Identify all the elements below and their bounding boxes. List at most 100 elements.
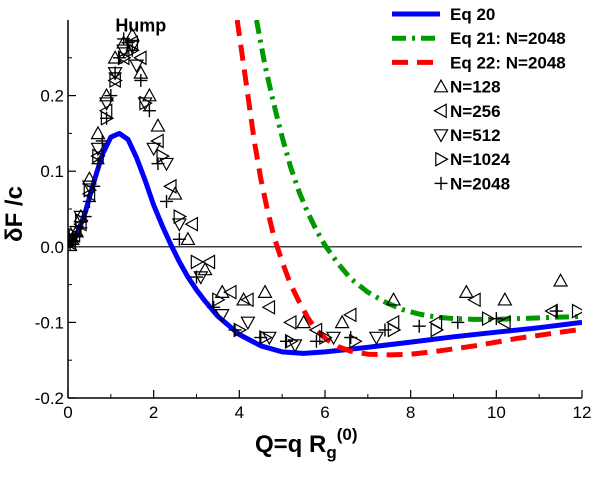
data-point <box>553 273 569 287</box>
legend-label: Eq 21: N=2048 <box>450 29 566 48</box>
legend-label: N=512 <box>450 126 501 145</box>
legend-marker <box>433 103 447 119</box>
legend-item: N=128 <box>433 78 501 97</box>
data-point <box>549 304 563 318</box>
data-point <box>451 315 465 329</box>
legend-item: N=256 <box>433 102 501 121</box>
data-point <box>139 95 153 111</box>
legend-item: N=2048 <box>434 174 510 193</box>
data-point <box>137 97 153 111</box>
data-point <box>134 73 148 87</box>
series-line <box>234 20 582 358</box>
legend-marker <box>433 129 449 143</box>
data-point <box>163 178 177 194</box>
data-point <box>91 157 105 171</box>
data-point <box>124 40 140 55</box>
series-line <box>68 130 582 356</box>
data-point <box>296 314 312 329</box>
data-point <box>167 186 183 200</box>
x-axis-label-main: Q=q R <box>255 431 326 458</box>
y-tick-label: -0.2 <box>35 389 64 408</box>
data-point <box>344 331 358 345</box>
hump-annotation: Hump <box>115 15 166 35</box>
data-point <box>190 270 203 284</box>
series-curve-2 <box>234 20 582 358</box>
data-point <box>184 216 199 232</box>
data-point <box>342 307 357 323</box>
data-point <box>279 334 293 348</box>
data-point <box>240 316 256 331</box>
legend-item: Eq 20 <box>392 5 495 24</box>
data-point <box>70 228 84 242</box>
data-point <box>121 36 135 50</box>
data-point <box>430 322 445 338</box>
data-point <box>319 330 333 346</box>
legend-label: N=2048 <box>450 174 510 193</box>
legend-marker <box>433 78 449 93</box>
data-point <box>133 50 147 66</box>
x-tick-label: 4 <box>235 403 244 422</box>
data-point <box>99 97 115 111</box>
data-point <box>74 221 88 235</box>
data-point <box>173 209 188 225</box>
y-tick-label: 0.0 <box>40 238 64 257</box>
data-point <box>142 104 156 118</box>
data-point <box>150 133 164 149</box>
y-tick-label: -0.1 <box>35 313 64 332</box>
axis-labels: δF /c Q=q Rg(0) <box>1 186 358 462</box>
legend-marker <box>434 176 448 190</box>
data-point <box>489 312 503 326</box>
legend-label: Eq 20 <box>450 5 495 24</box>
data-point <box>129 59 145 74</box>
data-point <box>201 254 216 270</box>
data-point <box>228 323 242 337</box>
data-point <box>100 111 114 125</box>
data-point <box>412 319 426 333</box>
data-point <box>160 194 174 208</box>
legend-marker <box>435 151 449 167</box>
x-tick-label: 2 <box>149 403 158 422</box>
data-point <box>497 314 511 330</box>
data-point <box>172 232 186 246</box>
data-point <box>68 227 83 243</box>
data-point <box>112 51 126 65</box>
data-point <box>254 331 268 345</box>
data-point <box>368 331 384 346</box>
data-point <box>171 218 187 232</box>
data-point <box>150 118 166 132</box>
x-axis-label-superscript: (0) <box>337 425 358 444</box>
data-point <box>104 89 118 103</box>
data-point <box>90 142 106 157</box>
legend-label: N=256 <box>450 102 501 121</box>
data-point <box>190 254 205 270</box>
data-point <box>309 334 323 348</box>
legend-item: Eq 22: N=2048 <box>392 53 566 72</box>
x-axis-label-subscript: g <box>326 443 336 462</box>
data-point <box>212 292 226 308</box>
y-tick-label: 0.2 <box>40 87 64 106</box>
data-point <box>282 314 297 330</box>
series-markers-7 <box>68 32 563 348</box>
data-point <box>78 210 92 224</box>
legend-label: N=128 <box>450 78 501 97</box>
data-point <box>261 299 276 315</box>
data-point <box>95 134 109 148</box>
data-point <box>82 194 96 208</box>
legend-item: Eq 21: N=2048 <box>392 29 566 48</box>
data-point <box>236 291 252 306</box>
data-point <box>481 311 496 327</box>
data-point <box>108 66 122 80</box>
data-point <box>207 300 221 314</box>
data-point <box>308 322 323 338</box>
data-point <box>87 179 101 193</box>
y-axis-label: δF /c <box>1 186 28 242</box>
data-point <box>497 291 513 306</box>
data-point <box>467 292 481 308</box>
data-point <box>378 323 392 337</box>
data-point <box>125 43 139 57</box>
x-tick-label: 0 <box>63 403 72 422</box>
x-tick-label: 8 <box>406 403 415 422</box>
legend-item: N=1024 <box>435 150 511 169</box>
data-point <box>156 148 170 164</box>
